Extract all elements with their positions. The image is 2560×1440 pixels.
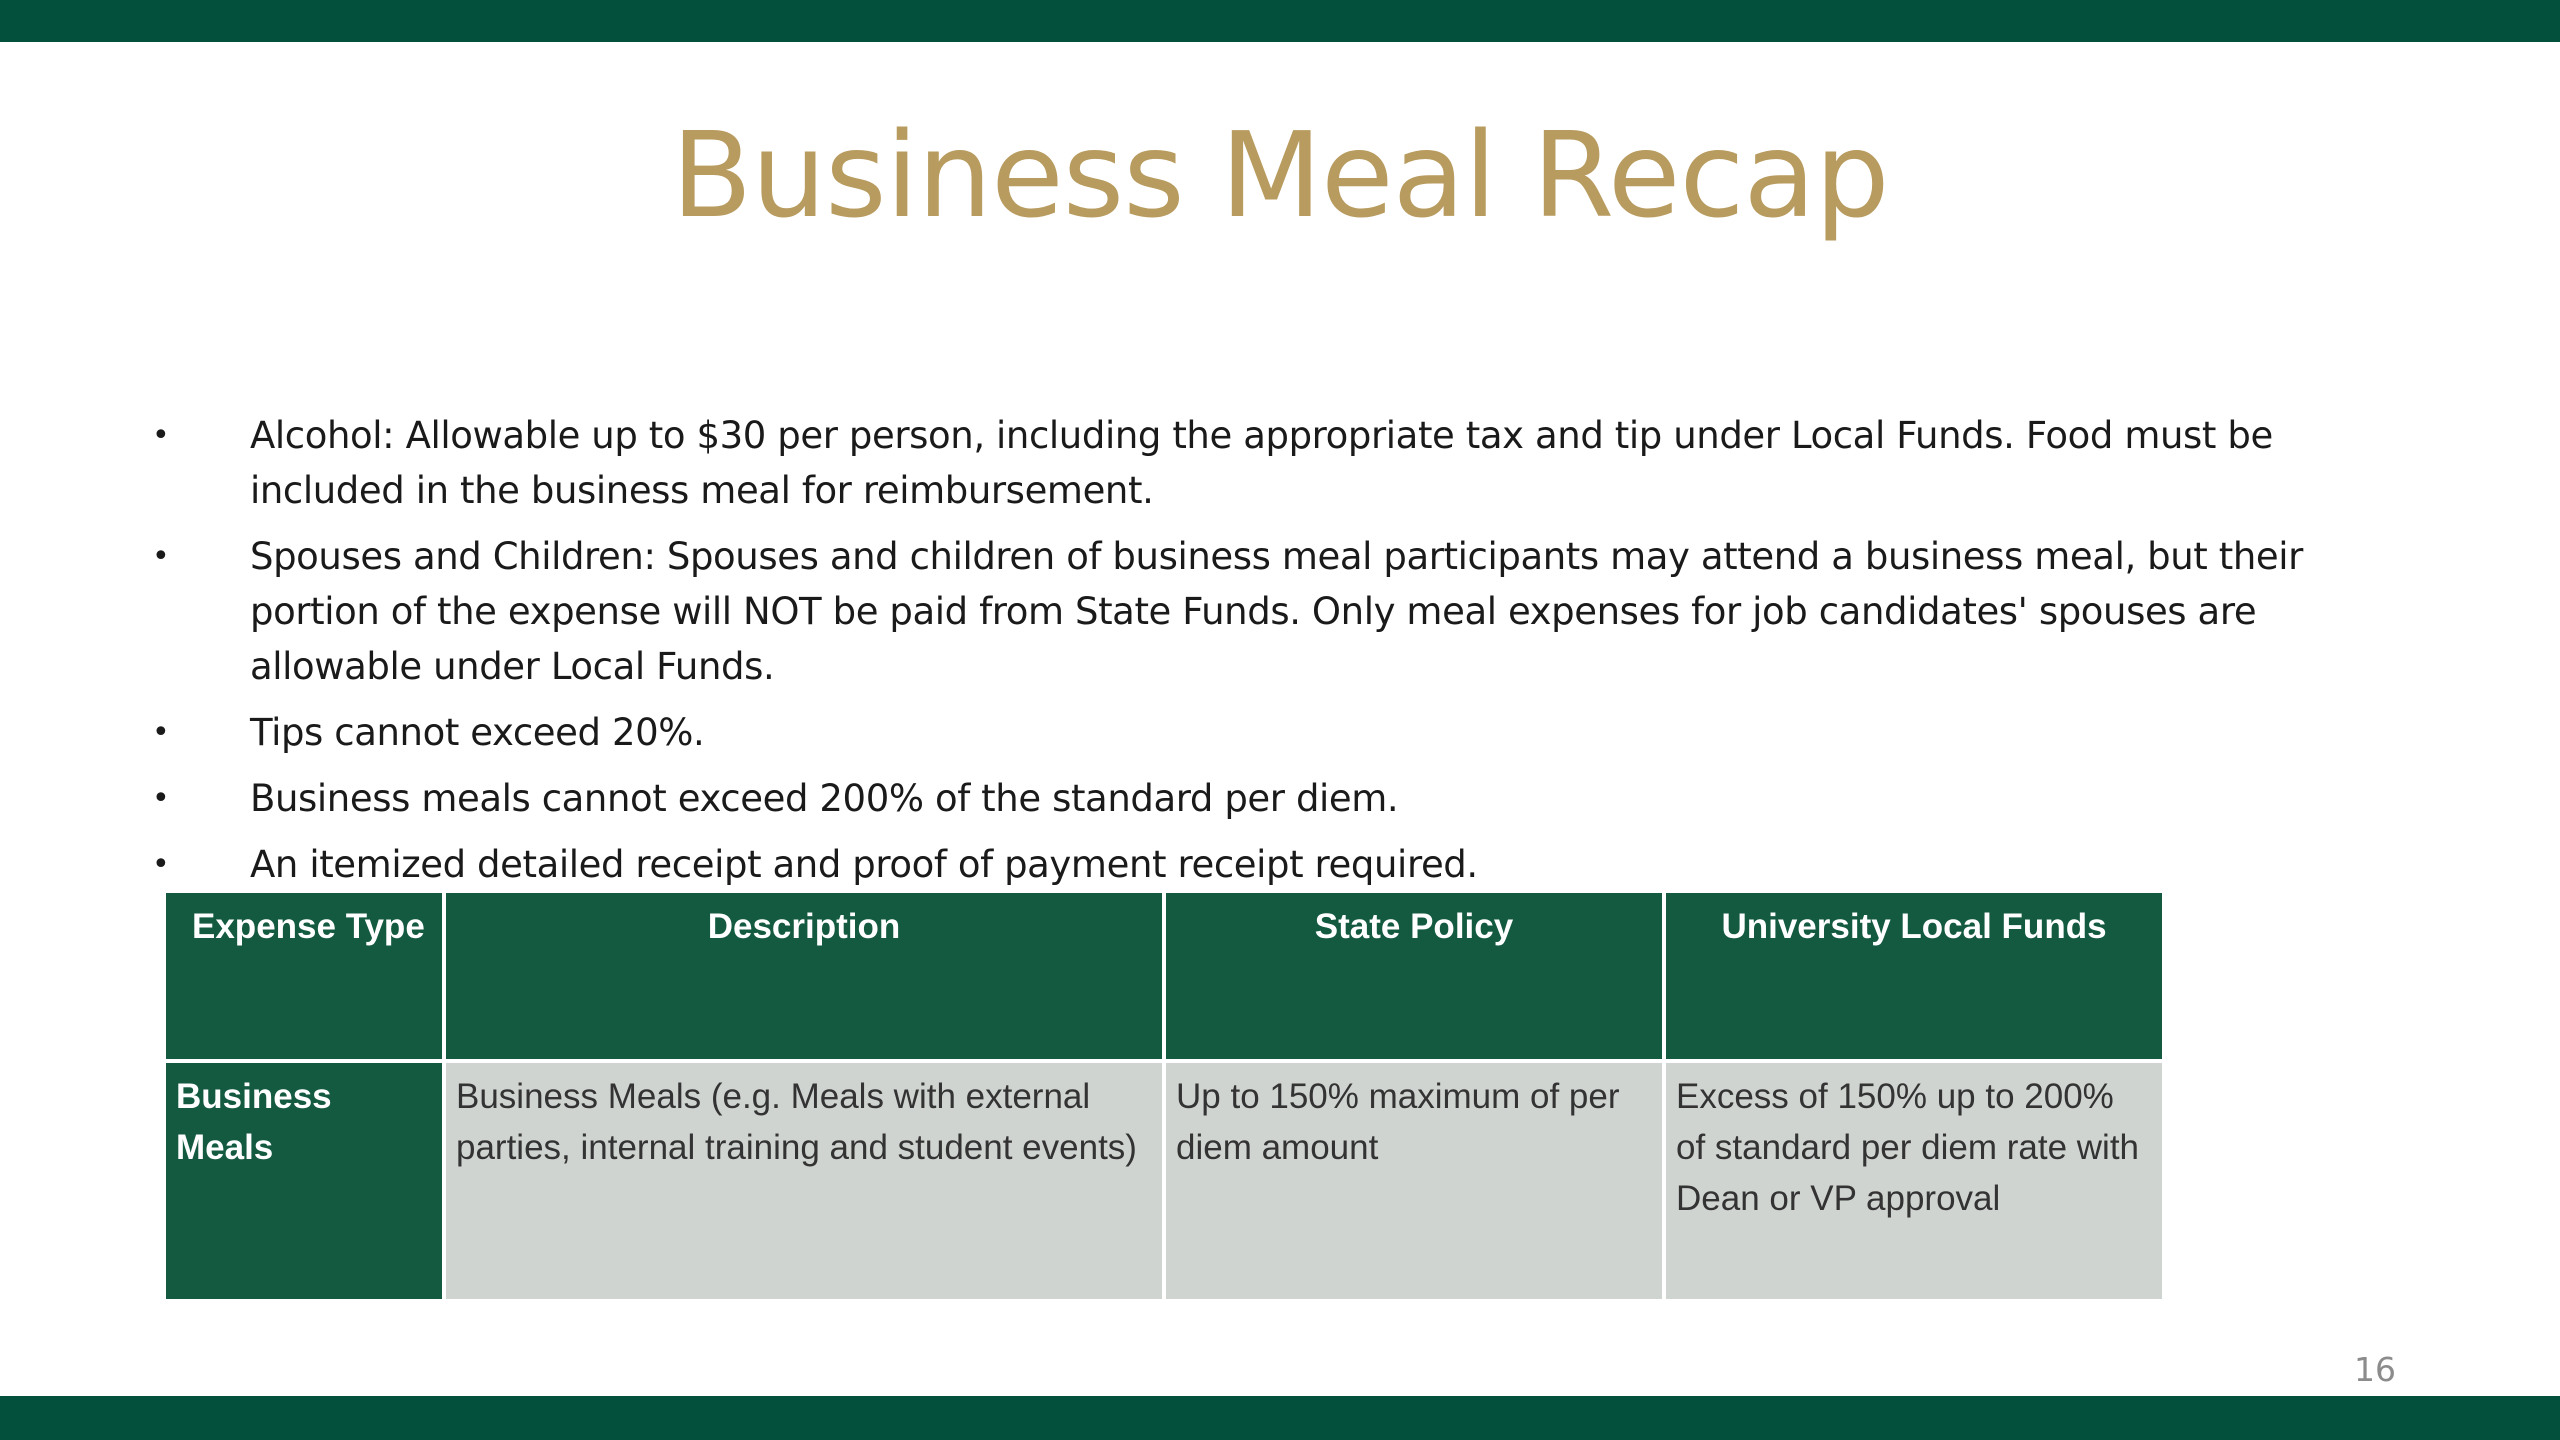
bullet-list: • Alcohol: Allowable up to $30 per perso… [148, 408, 2368, 888]
bullet-text-alcohol: Alcohol: Allowable up to $30 per person,… [250, 414, 2273, 512]
business-meal-policy-table: Expense Type Description State Policy Un… [162, 889, 2166, 1303]
bullet-item: • An itemized detailed receipt and proof… [148, 837, 2368, 888]
slide-title: Business Meal Recap [671, 106, 1889, 244]
cell-expense-type: Business Meals [162, 1059, 446, 1303]
header-description: Description [442, 889, 1166, 1063]
bullet-marker: • [152, 847, 170, 882]
header-university-local-funds: University Local Funds [1662, 889, 2166, 1063]
bullet-text-per-diem: Business meals cannot exceed 200% of the… [250, 777, 1399, 820]
cell-state-policy: Up to 150% maximum of per diem amount [1162, 1059, 1666, 1303]
header-state-policy: State Policy [1162, 889, 1666, 1063]
cell-university-local-funds: Excess of 150% up to 200% of standard pe… [1662, 1059, 2166, 1303]
header-expense-type: Expense Type [162, 889, 446, 1063]
bullet-marker: • [152, 539, 170, 574]
cell-description: Business Meals (e.g. Meals with external… [442, 1059, 1166, 1303]
bullet-marker: • [152, 418, 170, 453]
bullet-item: • Spouses and Children: Spouses and chil… [148, 529, 2368, 694]
bullet-text-receipt: An itemized detailed receipt and proof o… [250, 843, 1478, 886]
table-row: Business Meals Business Meals (e.g. Meal… [162, 1059, 2166, 1303]
bottom-brand-bar [0, 1396, 2560, 1440]
page-number: 16 [2354, 1350, 2396, 1389]
bullet-text-tips: Tips cannot exceed 20%. [250, 711, 705, 754]
bullet-item: • Alcohol: Allowable up to $30 per perso… [148, 408, 2368, 518]
bullet-item: • Tips cannot exceed 20%. [148, 705, 2368, 760]
table-header-row: Expense Type Description State Policy Un… [162, 889, 2166, 1063]
bullet-text-spouses: Spouses and Children: Spouses and childr… [250, 535, 2303, 688]
bullet-marker: • [152, 781, 170, 816]
bullet-item: • Business meals cannot exceed 200% of t… [148, 771, 2368, 826]
top-brand-bar [0, 0, 2560, 42]
bullet-marker: • [152, 715, 170, 750]
